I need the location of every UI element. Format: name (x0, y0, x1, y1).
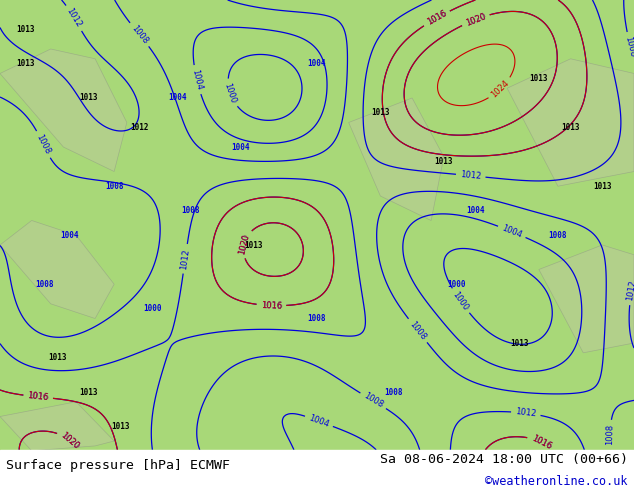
Text: 1016: 1016 (27, 391, 49, 402)
Text: 1012: 1012 (65, 7, 84, 29)
Polygon shape (0, 402, 114, 451)
Text: 1000: 1000 (223, 82, 238, 105)
Text: 1004: 1004 (307, 414, 330, 429)
Text: 1008: 1008 (105, 182, 124, 191)
Text: 1013: 1013 (16, 25, 35, 34)
Bar (0, 450, 634, 490)
Text: 1020: 1020 (464, 12, 487, 27)
Text: 1013: 1013 (111, 422, 130, 431)
Text: 1013: 1013 (79, 388, 98, 396)
Text: 1013: 1013 (371, 108, 390, 117)
Text: 1008: 1008 (181, 206, 200, 215)
Text: 1013: 1013 (16, 59, 35, 68)
Text: 1013: 1013 (561, 123, 580, 132)
Text: 1008: 1008 (35, 133, 52, 156)
Text: 1000: 1000 (451, 290, 470, 312)
Text: 1008: 1008 (307, 314, 327, 323)
Text: 1012: 1012 (626, 279, 634, 301)
Text: 1016: 1016 (425, 9, 448, 27)
Text: 1008: 1008 (384, 388, 403, 396)
Text: 1004: 1004 (168, 94, 187, 102)
Text: 1012: 1012 (515, 408, 537, 419)
Text: 1012: 1012 (460, 170, 482, 181)
Text: 1012: 1012 (130, 123, 149, 132)
Text: 1016: 1016 (261, 300, 282, 310)
Text: 1012: 1012 (179, 248, 191, 270)
Text: 1013: 1013 (510, 339, 529, 347)
Text: 1008: 1008 (408, 319, 428, 342)
Text: 1008: 1008 (623, 35, 634, 58)
Text: Surface pressure [hPa] ECMWF: Surface pressure [hPa] ECMWF (6, 459, 230, 471)
Text: 1020: 1020 (238, 232, 251, 255)
Polygon shape (0, 49, 127, 172)
Text: 1016: 1016 (530, 434, 553, 451)
Text: 1008: 1008 (548, 231, 567, 240)
Text: Sa 08-06-2024 18:00 UTC (00+66): Sa 08-06-2024 18:00 UTC (00+66) (380, 453, 628, 466)
Text: 1008: 1008 (605, 424, 615, 445)
Text: 1016: 1016 (530, 434, 553, 451)
Polygon shape (507, 59, 634, 186)
Text: 1013: 1013 (434, 157, 453, 166)
Polygon shape (349, 98, 444, 220)
Text: 1004: 1004 (466, 206, 485, 215)
Text: 1020: 1020 (464, 12, 487, 27)
Text: 1020: 1020 (238, 232, 251, 255)
Polygon shape (539, 245, 634, 353)
Text: 1013: 1013 (529, 74, 548, 83)
Polygon shape (0, 220, 114, 318)
Text: 1004: 1004 (190, 69, 204, 91)
Text: 1008: 1008 (35, 280, 54, 289)
Text: 1000: 1000 (447, 280, 466, 289)
Text: ©weatheronline.co.uk: ©weatheronline.co.uk (485, 475, 628, 488)
Text: 1000: 1000 (143, 304, 162, 313)
Text: 1004: 1004 (307, 59, 327, 68)
Text: 1013: 1013 (48, 353, 67, 362)
Text: 1016: 1016 (27, 391, 49, 402)
Text: 1024: 1024 (489, 78, 511, 99)
Text: 1013: 1013 (79, 94, 98, 102)
Text: 1008: 1008 (129, 24, 150, 46)
Text: 1008: 1008 (362, 392, 385, 410)
Text: 1004: 1004 (60, 231, 79, 240)
Text: 1004: 1004 (231, 143, 250, 151)
Text: 1013: 1013 (593, 182, 612, 191)
Text: 1016: 1016 (261, 300, 282, 310)
Text: 1013: 1013 (244, 241, 263, 249)
Text: 1020: 1020 (59, 431, 81, 451)
Text: 1004: 1004 (500, 223, 523, 240)
Text: 1016: 1016 (425, 9, 448, 27)
Text: 1020: 1020 (59, 431, 81, 451)
